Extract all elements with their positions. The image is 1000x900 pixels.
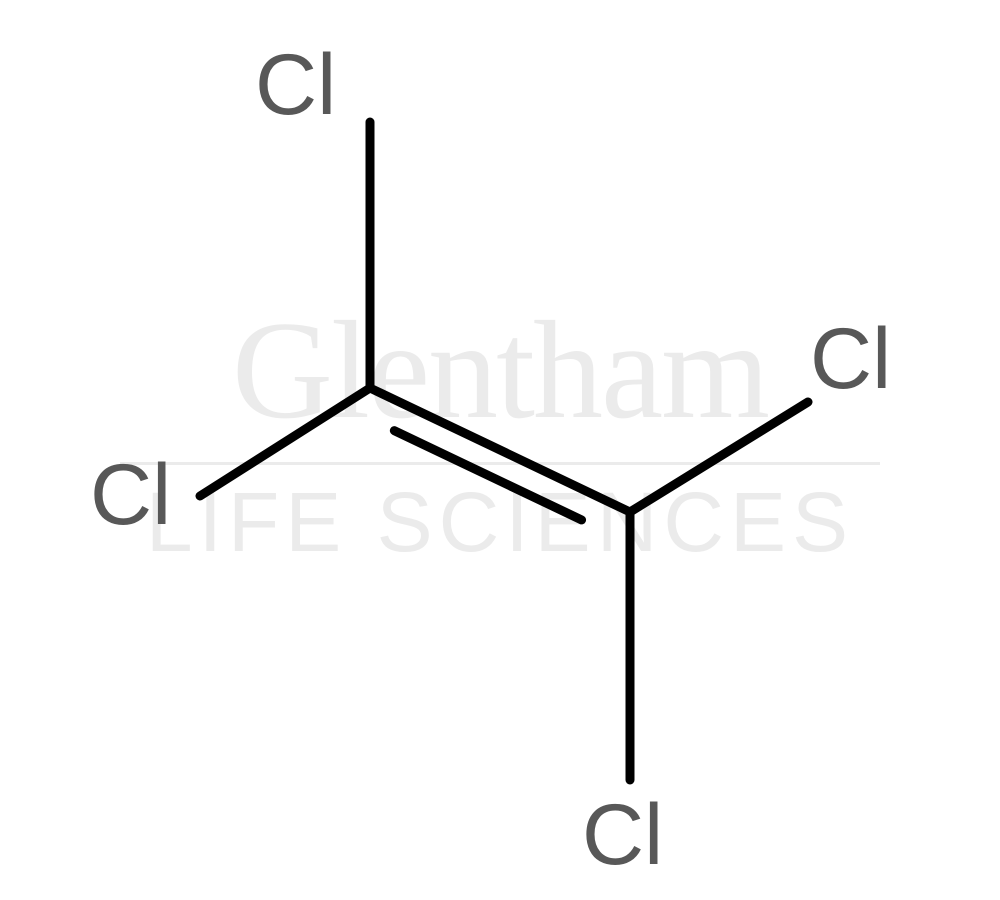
bond-group <box>200 122 808 780</box>
atom-label-Cl-right: Cl <box>810 316 891 402</box>
atom-label-Cl-top: Cl <box>255 42 336 128</box>
atom-label-Cl-bottom: Cl <box>582 792 663 878</box>
atom-label-Cl-left: Cl <box>90 452 171 538</box>
